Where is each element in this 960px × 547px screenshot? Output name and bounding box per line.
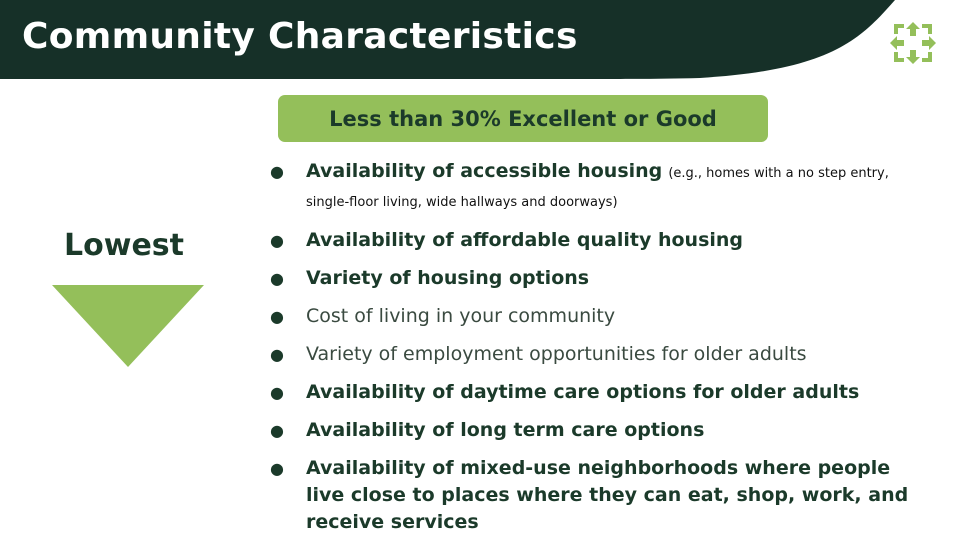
- bullet-icon: ●: [270, 162, 284, 181]
- page-title: Community Characteristics: [22, 16, 578, 57]
- list-item: ● Variety of employment opportunities fo…: [270, 341, 930, 368]
- green-arrows-logo-icon: [890, 22, 936, 64]
- bullet-icon: ●: [270, 459, 284, 478]
- list-item: ● Availability of daytime care options f…: [270, 379, 930, 406]
- bullet-icon: ●: [270, 231, 284, 250]
- threshold-badge: Less than 30% Excellent or Good: [278, 95, 768, 142]
- bullet-icon: ●: [270, 421, 284, 440]
- list-item: ● Availability of affordable quality hou…: [270, 227, 930, 254]
- item-text: Cost of living in your community: [306, 305, 616, 327]
- characteristics-list: ● Availability of accessible housing (e.…: [270, 158, 930, 547]
- item-text: Availability of mixed-use neighborhoods …: [306, 457, 909, 533]
- bullet-icon: ●: [270, 269, 284, 288]
- list-item: ● Availability of mixed-use neighborhood…: [270, 455, 930, 536]
- item-text: Availability of long term care options: [306, 419, 705, 441]
- list-item: ● Availability of long term care options: [270, 417, 930, 444]
- bullet-icon: ●: [270, 345, 284, 364]
- down-triangle-icon: [52, 285, 204, 367]
- list-item: ● Cost of living in your community: [270, 303, 930, 330]
- item-note: (e.g., homes with a no step entry, singl…: [306, 166, 889, 210]
- item-text: Availability of daytime care options for…: [306, 381, 860, 403]
- item-text: Availability of accessible housing: [306, 160, 663, 182]
- header-banner: [0, 0, 895, 79]
- item-text: Variety of employment opportunities for …: [306, 343, 807, 365]
- item-text: Availability of affordable quality housi…: [306, 229, 744, 251]
- list-item: ● Availability of accessible housing (e.…: [270, 158, 930, 216]
- bullet-icon: ●: [270, 383, 284, 402]
- item-text: Variety of housing options: [306, 267, 590, 289]
- list-item: ● Variety of housing options: [270, 265, 930, 292]
- bullet-icon: ●: [270, 307, 284, 326]
- rank-label: Lowest: [64, 228, 184, 263]
